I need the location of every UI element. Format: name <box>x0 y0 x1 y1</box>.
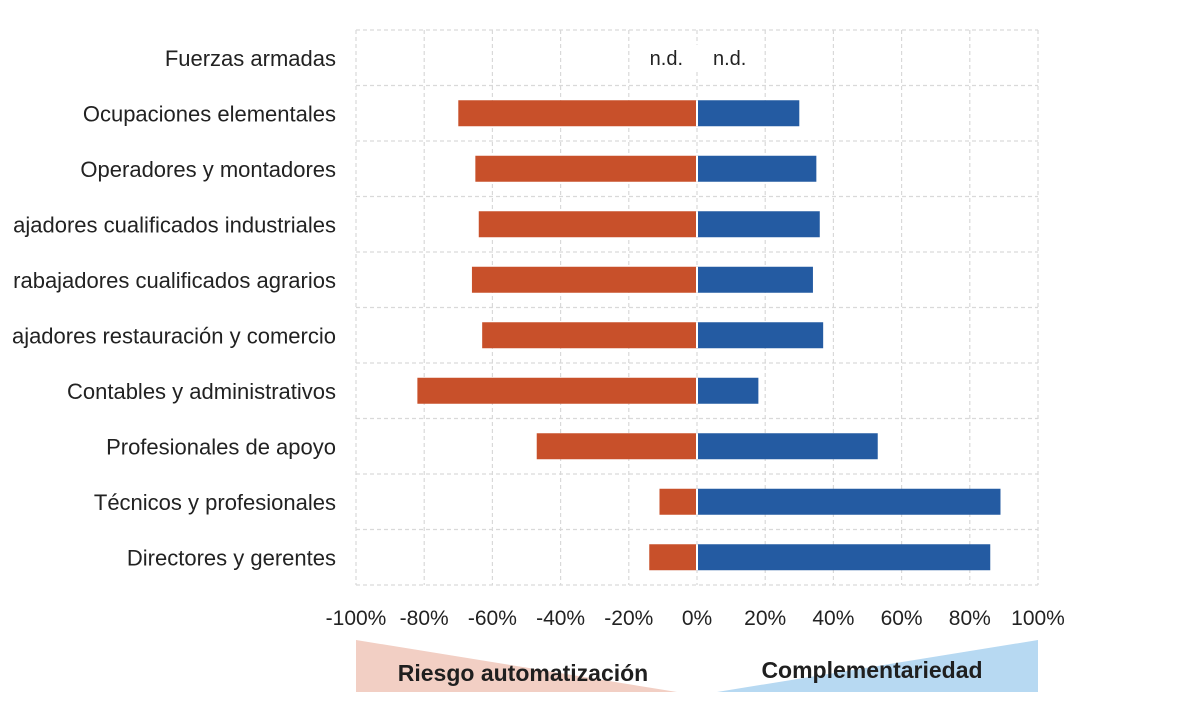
x-tick-label: 100% <box>1011 607 1065 630</box>
category-label: ajadores restauración y comercio <box>12 323 336 348</box>
risk-bar <box>471 266 697 293</box>
axis-bands: Riesgo automatización Complementariedad <box>356 640 1038 692</box>
risk-band-label: Riesgo automatización <box>398 660 648 686</box>
complementarity-not-available-label: n.d. <box>713 48 746 70</box>
category-label: Técnicos y profesionales <box>94 490 336 515</box>
risk-bar <box>417 377 697 404</box>
complementarity-band-label: Complementariedad <box>761 657 982 683</box>
risk-bar <box>659 488 697 515</box>
risk-bar <box>478 211 697 238</box>
risk-not-available-label: n.d. <box>650 48 683 70</box>
complementarity-bar <box>697 544 991 571</box>
x-tick-label: -40% <box>536 607 585 630</box>
x-tick-label: -60% <box>468 607 517 630</box>
category-label: ajadores cualificados industriales <box>13 212 336 237</box>
risk-bar <box>458 100 697 127</box>
risk-band <box>356 640 677 692</box>
x-axis-tick-labels: -100% -80% -60% -40% -20% 0% 20% 40% 60% 80% 100% <box>326 607 1065 630</box>
x-tick-label: -80% <box>400 607 449 630</box>
x-tick-label: 20% <box>744 607 786 630</box>
complementarity-band <box>717 640 1038 692</box>
complementarity-bar <box>697 377 759 404</box>
bars: n.d. n.d. <box>417 44 1001 571</box>
x-tick-label: 80% <box>949 607 991 630</box>
x-tick-label: 40% <box>812 607 854 630</box>
x-tick-label: 0% <box>682 607 712 630</box>
category-label: rabajadores cualificados agrarios <box>13 268 336 293</box>
category-label: Operadores y montadores <box>80 157 336 182</box>
complementarity-bar <box>697 155 817 182</box>
complementarity-bar <box>697 211 820 238</box>
category-labels: Fuerzas armadas Ocupaciones elementales Op… <box>12 46 336 571</box>
category-label: Directores y gerentes <box>127 545 336 570</box>
complementarity-bar <box>697 433 878 460</box>
risk-bar <box>536 433 697 460</box>
category-label: Profesionales de apoyo <box>106 434 336 459</box>
x-tick-label: -20% <box>604 607 653 630</box>
complementarity-bar <box>697 488 1001 515</box>
complementarity-bar <box>697 100 800 127</box>
risk-bar <box>475 155 697 182</box>
risk-bar <box>482 322 697 349</box>
complementarity-bar <box>697 266 813 293</box>
x-tick-label: -100% <box>326 607 387 630</box>
complementarity-bar <box>697 322 824 349</box>
category-label: Ocupaciones elementales <box>83 101 336 126</box>
category-label: Contables y administrativos <box>67 379 336 404</box>
x-tick-label: 60% <box>881 607 923 630</box>
category-label: Fuerzas armadas <box>165 46 336 71</box>
risk-bar <box>649 544 697 571</box>
